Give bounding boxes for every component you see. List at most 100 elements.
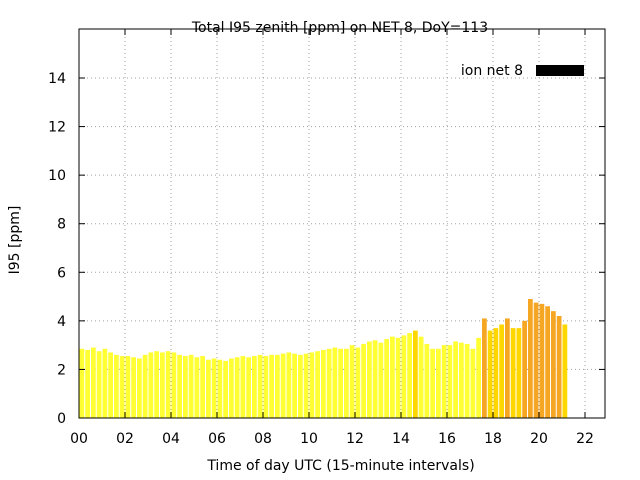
x-tick-label: 12 bbox=[346, 431, 364, 447]
bar bbox=[275, 354, 280, 418]
bar bbox=[326, 348, 332, 418]
bar bbox=[556, 316, 562, 418]
bar bbox=[252, 356, 257, 418]
bar bbox=[528, 299, 533, 418]
x-tick-label: 08 bbox=[254, 431, 272, 447]
bar bbox=[464, 343, 470, 418]
legend-swatch bbox=[536, 65, 584, 76]
x-tick-label: 20 bbox=[530, 431, 548, 447]
bar bbox=[200, 356, 205, 418]
bar bbox=[257, 354, 263, 418]
y-tick-label: 14 bbox=[48, 71, 66, 87]
bar bbox=[263, 356, 269, 418]
x-tick-label: 00 bbox=[70, 431, 88, 447]
bar bbox=[522, 320, 527, 418]
bar bbox=[223, 360, 228, 418]
x-tick-label: 04 bbox=[162, 431, 180, 447]
bar bbox=[286, 352, 292, 418]
y-tick-label: 0 bbox=[57, 411, 66, 427]
bar bbox=[338, 348, 343, 418]
bar bbox=[309, 352, 315, 418]
bar bbox=[280, 353, 286, 418]
bar bbox=[407, 333, 412, 418]
bar bbox=[355, 347, 361, 418]
y-tick-label: 6 bbox=[57, 265, 66, 281]
bar bbox=[165, 351, 171, 418]
bar bbox=[154, 351, 159, 418]
bar bbox=[183, 356, 188, 418]
y-tick-label: 2 bbox=[57, 362, 66, 378]
bar bbox=[96, 351, 102, 418]
bar bbox=[108, 352, 113, 418]
x-axis-label: Time of day UTC (15-minute intervals) bbox=[206, 458, 474, 474]
bar bbox=[194, 357, 200, 418]
bar bbox=[505, 318, 510, 418]
bar bbox=[234, 357, 240, 418]
bar bbox=[372, 340, 378, 418]
bar bbox=[361, 343, 366, 418]
bar bbox=[102, 348, 108, 418]
y-tick-label: 8 bbox=[57, 217, 66, 233]
bar bbox=[441, 345, 447, 418]
bar bbox=[453, 341, 458, 418]
y-tick-label: 4 bbox=[57, 314, 66, 330]
bar bbox=[240, 356, 246, 418]
bar bbox=[395, 337, 401, 418]
bar bbox=[188, 354, 194, 418]
x-tick-label: 02 bbox=[116, 431, 134, 447]
x-tick-label: 14 bbox=[392, 431, 410, 447]
legend: ion net 8 bbox=[461, 63, 584, 79]
bar bbox=[131, 357, 136, 418]
bar bbox=[378, 342, 384, 418]
bar bbox=[148, 352, 154, 418]
chart-title: Total I95 zenith [ppm] on NET 8, DoY=113 bbox=[191, 20, 488, 36]
bar bbox=[114, 354, 119, 418]
bar bbox=[499, 324, 504, 418]
bar bbox=[269, 354, 274, 418]
x-tick-label: 06 bbox=[208, 431, 226, 447]
bar bbox=[79, 348, 85, 418]
bar bbox=[125, 356, 131, 418]
bar bbox=[390, 336, 395, 418]
bar bbox=[436, 348, 441, 418]
bar bbox=[119, 356, 125, 418]
y-tick-label: 12 bbox=[48, 120, 66, 136]
bar bbox=[206, 359, 211, 418]
bar bbox=[137, 358, 142, 418]
bar bbox=[510, 328, 516, 418]
x-tick-label: 10 bbox=[300, 431, 318, 447]
bar bbox=[332, 347, 338, 418]
bar bbox=[211, 358, 217, 418]
x-tick-label: 22 bbox=[576, 431, 594, 447]
bar bbox=[321, 350, 326, 418]
bar bbox=[344, 348, 349, 418]
bar bbox=[418, 336, 424, 418]
bar bbox=[459, 342, 464, 418]
bar bbox=[246, 357, 251, 418]
bar bbox=[476, 337, 481, 418]
legend-label: ion net 8 bbox=[461, 63, 523, 79]
bar bbox=[229, 358, 234, 418]
bar bbox=[303, 353, 309, 418]
bar bbox=[367, 341, 372, 418]
bar bbox=[292, 353, 297, 418]
bar bbox=[217, 359, 223, 418]
bar bbox=[298, 354, 303, 418]
x-tick-label: 16 bbox=[438, 431, 456, 447]
bar bbox=[470, 348, 476, 418]
bar bbox=[401, 335, 407, 418]
x-tick-label: 18 bbox=[484, 431, 502, 447]
bar bbox=[85, 350, 90, 418]
y-axis-label: I95 [ppm] bbox=[7, 206, 23, 275]
bar bbox=[482, 318, 487, 418]
bar bbox=[160, 352, 165, 418]
bar bbox=[91, 347, 96, 418]
bar bbox=[545, 306, 550, 418]
bar bbox=[539, 303, 545, 418]
bar bbox=[516, 328, 522, 418]
bar bbox=[424, 343, 430, 418]
bar bbox=[533, 302, 539, 418]
bar bbox=[384, 339, 389, 418]
bar bbox=[349, 345, 355, 418]
